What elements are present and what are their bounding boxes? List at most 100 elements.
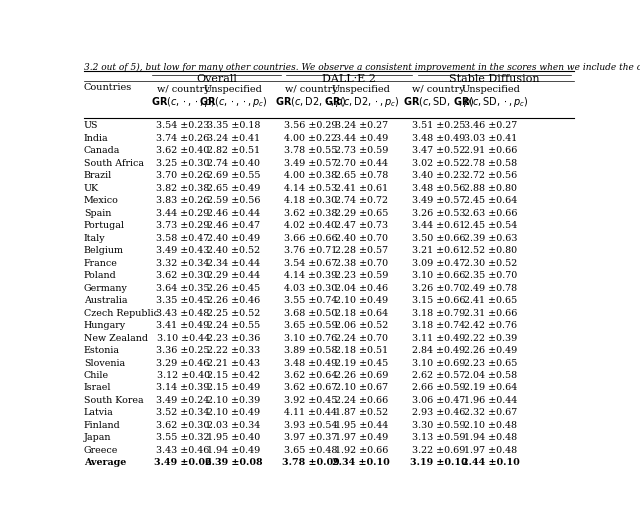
Text: 1.95 ±0.44: 1.95 ±0.44	[335, 421, 388, 430]
Text: 2.66 ±0.59: 2.66 ±0.59	[412, 383, 465, 393]
Text: 2.28 ±0.57: 2.28 ±0.57	[335, 246, 388, 255]
Text: 3.24 ±0.41: 3.24 ±0.41	[207, 134, 260, 143]
Text: 2.46 ±0.44: 2.46 ±0.44	[207, 209, 260, 218]
Text: 2.70 ±0.44: 2.70 ±0.44	[335, 159, 388, 168]
Text: 3.56 ±0.29: 3.56 ±0.29	[284, 121, 338, 131]
Text: 2.18 ±0.64: 2.18 ±0.64	[335, 309, 388, 317]
Text: 3.40 ±0.23: 3.40 ±0.23	[412, 172, 465, 180]
Text: 2.45 ±0.64: 2.45 ±0.64	[464, 196, 517, 205]
Text: Brazil: Brazil	[84, 172, 112, 180]
Text: 2.04 ±0.46: 2.04 ±0.46	[335, 284, 388, 293]
Text: Chile: Chile	[84, 371, 109, 380]
Text: 4.02 ±0.40: 4.02 ±0.40	[284, 221, 337, 230]
Text: 2.15 ±0.49: 2.15 ±0.49	[207, 383, 260, 393]
Text: 3.44 ±0.49: 3.44 ±0.49	[335, 134, 388, 143]
Text: 3.68 ±0.50: 3.68 ±0.50	[284, 309, 338, 317]
Text: w/ country: w/ country	[285, 84, 337, 94]
Text: 2.10 ±0.39: 2.10 ±0.39	[207, 396, 260, 405]
Text: Estonia: Estonia	[84, 346, 120, 355]
Text: 3.76 ±0.71: 3.76 ±0.71	[284, 246, 337, 255]
Text: 2.44 ±0.10: 2.44 ±0.10	[462, 458, 520, 467]
Text: Portugal: Portugal	[84, 221, 125, 230]
Text: 2.10 ±0.49: 2.10 ±0.49	[335, 296, 388, 305]
Text: 3.83 ±0.26: 3.83 ±0.26	[156, 196, 210, 205]
Text: $\mathbf{GR}(c, \mathrm{SD}, \cdot, p)$: $\mathbf{GR}(c, \mathrm{SD}, \cdot, p)$	[403, 95, 474, 110]
Text: 3.70 ±0.26: 3.70 ±0.26	[156, 172, 210, 180]
Text: 1.94 ±0.49: 1.94 ±0.49	[207, 446, 260, 455]
Text: $\mathbf{GR}(c, \mathrm{D2}, \cdot, p_c)$: $\mathbf{GR}(c, \mathrm{D2}, \cdot, p_c)…	[324, 95, 399, 110]
Text: Finland: Finland	[84, 421, 120, 430]
Text: 1.96 ±0.44: 1.96 ±0.44	[464, 396, 517, 405]
Text: 3.58 ±0.47: 3.58 ±0.47	[156, 234, 210, 243]
Text: 2.59 ±0.56: 2.59 ±0.56	[207, 196, 260, 205]
Text: 3.03 ±0.41: 3.03 ±0.41	[464, 134, 517, 143]
Text: 2.42 ±0.76: 2.42 ±0.76	[464, 321, 517, 330]
Text: 2.65 ±0.78: 2.65 ±0.78	[335, 172, 388, 180]
Text: 2.73 ±0.59: 2.73 ±0.59	[335, 146, 388, 156]
Text: 2.18 ±0.51: 2.18 ±0.51	[335, 346, 388, 355]
Text: Australia: Australia	[84, 296, 127, 305]
Text: 3.93 ±0.54: 3.93 ±0.54	[284, 421, 338, 430]
Text: 2.19 ±0.45: 2.19 ±0.45	[335, 358, 388, 368]
Text: 2.39 ±0.63: 2.39 ±0.63	[464, 234, 518, 243]
Text: 3.51 ±0.25: 3.51 ±0.25	[412, 121, 465, 131]
Text: 3.2 out of 5), but low for many other countries. We observe a consistent improve: 3.2 out of 5), but low for many other co…	[84, 63, 640, 72]
Text: 1.97 ±0.48: 1.97 ±0.48	[464, 446, 517, 455]
Text: 3.74 ±0.26: 3.74 ±0.26	[156, 134, 210, 143]
Text: 3.22 ±0.69: 3.22 ±0.69	[412, 446, 465, 455]
Text: 2.41 ±0.61: 2.41 ±0.61	[335, 184, 388, 193]
Text: Countries: Countries	[84, 83, 132, 92]
Text: 4.14 ±0.39: 4.14 ±0.39	[284, 271, 337, 280]
Text: 4.00 ±0.38: 4.00 ±0.38	[284, 172, 337, 180]
Text: 2.74 ±0.72: 2.74 ±0.72	[335, 196, 388, 205]
Text: 3.62 ±0.38: 3.62 ±0.38	[284, 209, 338, 218]
Text: 3.35 ±0.45: 3.35 ±0.45	[156, 296, 210, 305]
Text: 3.48 ±0.49: 3.48 ±0.49	[284, 358, 337, 368]
Text: 3.52 ±0.34: 3.52 ±0.34	[156, 409, 210, 417]
Text: Overall: Overall	[196, 74, 237, 84]
Text: 2.93 ±0.46: 2.93 ±0.46	[412, 409, 465, 417]
Text: Slovenia: Slovenia	[84, 358, 125, 368]
Text: Average: Average	[84, 458, 126, 467]
Text: 3.41 ±0.49: 3.41 ±0.49	[156, 321, 210, 330]
Text: 3.49 ±0.43: 3.49 ±0.43	[156, 246, 210, 255]
Text: 2.46 ±0.47: 2.46 ±0.47	[207, 221, 260, 230]
Text: 3.54 ±0.23: 3.54 ±0.23	[156, 121, 210, 131]
Text: 3.92 ±0.45: 3.92 ±0.45	[284, 396, 338, 405]
Text: 2.22 ±0.33: 2.22 ±0.33	[207, 346, 260, 355]
Text: 2.35 ±0.70: 2.35 ±0.70	[464, 271, 517, 280]
Text: Hungary: Hungary	[84, 321, 126, 330]
Text: 2.26 ±0.69: 2.26 ±0.69	[335, 371, 388, 380]
Text: Italy: Italy	[84, 234, 106, 243]
Text: 3.29 ±0.46: 3.29 ±0.46	[156, 358, 210, 368]
Text: 3.49 ±0.57: 3.49 ±0.57	[412, 196, 465, 205]
Text: 4.03 ±0.30: 4.03 ±0.30	[284, 284, 337, 293]
Text: 2.06 ±0.52: 2.06 ±0.52	[335, 321, 388, 330]
Text: 3.47 ±0.52: 3.47 ±0.52	[412, 146, 465, 156]
Text: 3.62 ±0.64: 3.62 ±0.64	[284, 371, 338, 380]
Text: Stable Diffusion: Stable Diffusion	[449, 74, 540, 84]
Text: 2.26 ±0.49: 2.26 ±0.49	[464, 346, 517, 355]
Text: 2.38 ±0.70: 2.38 ±0.70	[335, 259, 388, 268]
Text: $\mathbf{GR}(c, \mathrm{D2}, \cdot, p)$: $\mathbf{GR}(c, \mathrm{D2}, \cdot, p)$	[275, 95, 347, 110]
Text: 2.30 ±0.52: 2.30 ±0.52	[464, 259, 517, 268]
Text: 2.41 ±0.65: 2.41 ±0.65	[464, 296, 517, 305]
Text: 2.47 ±0.73: 2.47 ±0.73	[335, 221, 388, 230]
Text: Belgium: Belgium	[84, 246, 124, 255]
Text: 2.72 ±0.56: 2.72 ±0.56	[464, 172, 517, 180]
Text: 3.65 ±0.48: 3.65 ±0.48	[284, 446, 338, 455]
Text: 2.24 ±0.70: 2.24 ±0.70	[335, 333, 388, 343]
Text: UK: UK	[84, 184, 99, 193]
Text: 3.50 ±0.66: 3.50 ±0.66	[412, 234, 465, 243]
Text: US: US	[84, 121, 99, 131]
Text: 2.52 ±0.80: 2.52 ±0.80	[464, 246, 517, 255]
Text: 2.34 ±0.44: 2.34 ±0.44	[207, 259, 260, 268]
Text: Mexico: Mexico	[84, 196, 119, 205]
Text: 1.97 ±0.49: 1.97 ±0.49	[335, 433, 388, 442]
Text: 3.89 ±0.58: 3.89 ±0.58	[284, 346, 338, 355]
Text: 2.23 ±0.36: 2.23 ±0.36	[207, 333, 260, 343]
Text: 3.26 ±0.53: 3.26 ±0.53	[412, 209, 465, 218]
Text: Unspecified: Unspecified	[204, 84, 263, 94]
Text: Israel: Israel	[84, 383, 111, 393]
Text: 3.06 ±0.47: 3.06 ±0.47	[412, 396, 465, 405]
